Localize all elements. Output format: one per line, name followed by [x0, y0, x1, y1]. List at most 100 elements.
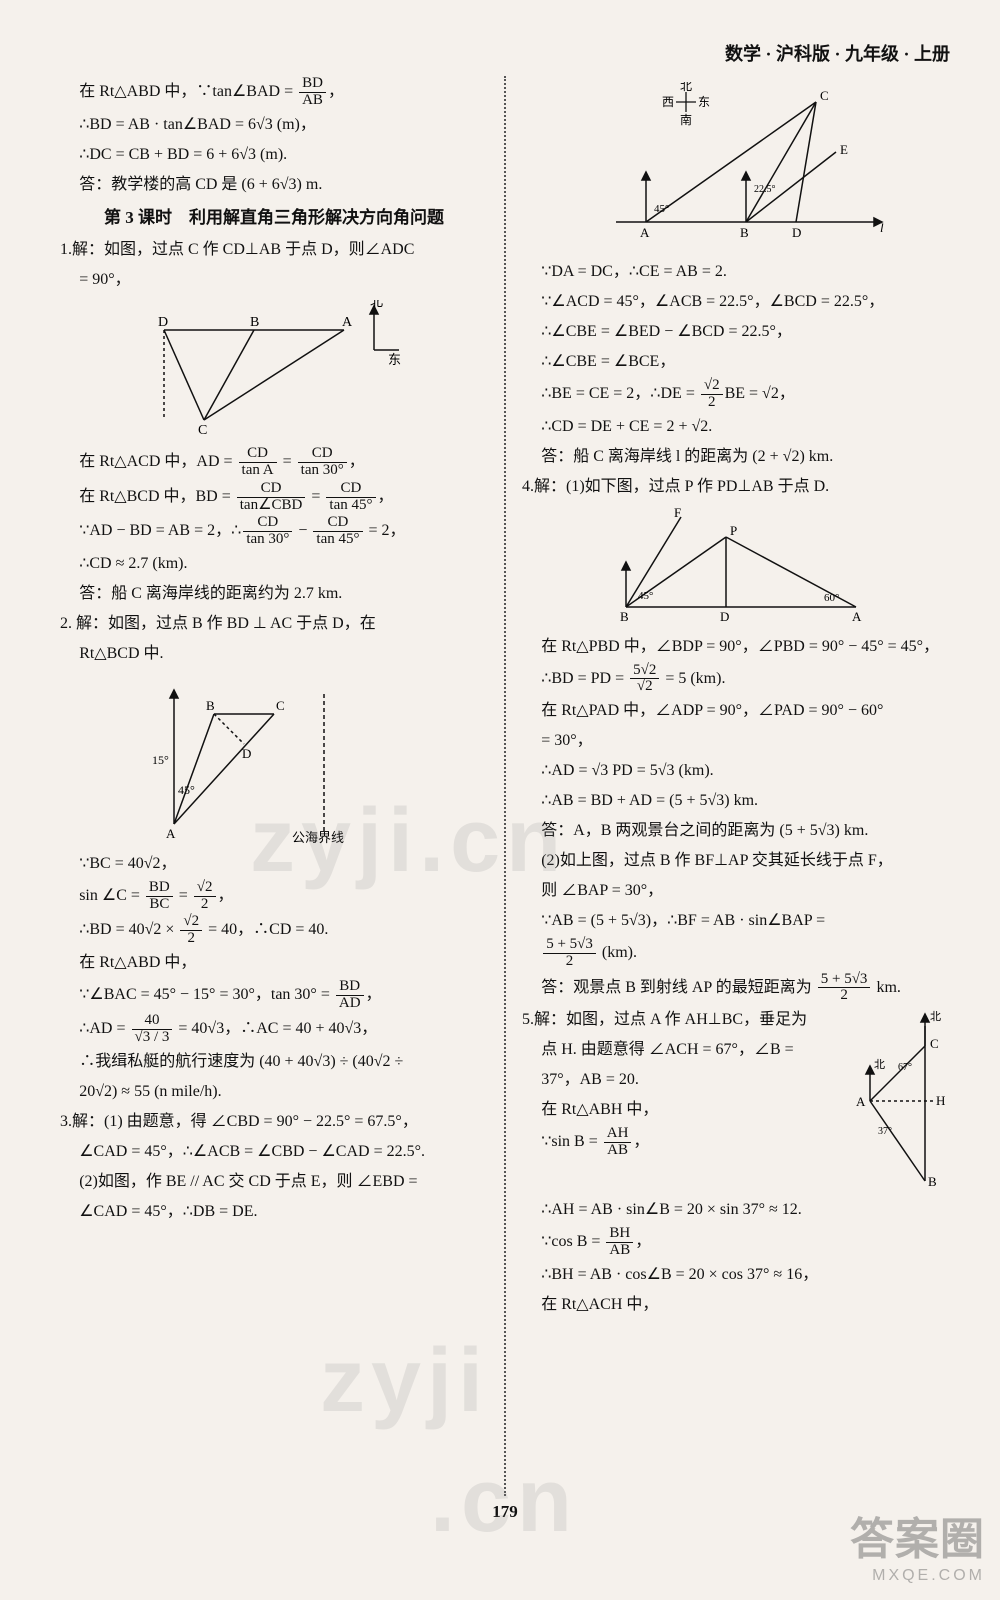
geometry-figure: 北 东 西 南 A B D C E 45° 22.5° l	[576, 82, 896, 252]
text: ∴BE = CE = 2，∴DE =	[541, 385, 699, 402]
label: E	[840, 142, 848, 157]
right-column: 北 东 西 南 A B D C E 45° 22.5° l ∵DA = DC，∴…	[522, 76, 950, 1496]
label: H	[936, 1093, 945, 1108]
numerator: CD	[313, 515, 362, 532]
numerator: BD	[299, 76, 326, 93]
text: −	[294, 522, 311, 539]
line: sin ∠C = BDBC = √22，	[60, 880, 488, 913]
label-north: 北	[370, 300, 383, 309]
label: B	[250, 315, 259, 330]
numerator: CD	[298, 446, 347, 463]
label: C	[930, 1036, 939, 1051]
line: ∴BH = AB · cos∠B = 20 × cos 37° ≈ 16，	[522, 1261, 950, 1289]
line: 答：A，B 两观景台之间的距离为 (5 + 5√3) km.	[522, 817, 950, 845]
numerator: BD	[336, 979, 364, 996]
text: = 40√3，∴AC = 40 + 40√3，	[174, 1020, 377, 1037]
text: ∴BD = 40√2 ×	[79, 921, 178, 938]
line: 20√2) ≈ 55 (n mile/h).	[60, 1078, 488, 1106]
geometry-figure: 北 东 D B A C	[144, 300, 404, 440]
line: 答：观景点 B 到射线 AP 的最短距离为 5 + 5√32 km.	[522, 972, 950, 1005]
numerator: CD	[239, 446, 277, 463]
q5-row: 5.解：如图，过点 A 作 AH⊥BC，垂足为 点 H. 由题意得 ∠ACH =…	[522, 1006, 950, 1196]
numerator: √2	[194, 880, 216, 897]
numerator: BH	[606, 1226, 633, 1243]
fraction: √22	[180, 914, 202, 947]
label: A	[640, 225, 650, 240]
line: ∴∠CBE = ∠BCE，	[522, 348, 950, 376]
line: ∴AD = 40√3 / 3 = 40√3，∴AC = 40 + 40√3，	[60, 1013, 488, 1046]
numerator: AH	[604, 1126, 632, 1143]
line: 答：教学楼的高 CD 是 (6 + 6√3) m.	[60, 171, 488, 199]
line: ∵AB = (5 + 5√3)，∴BF = AB · sin∠BAP =	[522, 907, 950, 935]
denominator: tan∠CBD	[237, 498, 306, 514]
line: ∴AD = √3 PD = 5√3 (km).	[522, 757, 950, 785]
numerator: 40	[132, 1013, 173, 1030]
fraction: CDtan∠CBD	[237, 481, 306, 514]
text: 答：观景点 B 到射线 AP 的最短距离为	[541, 978, 816, 995]
denominator: tan 30°	[243, 532, 292, 548]
logo-text: 答案圈	[850, 1503, 985, 1567]
label: P	[730, 523, 737, 538]
numerator: 5 + 5√3	[818, 972, 871, 989]
text: ，	[366, 986, 382, 1003]
numerator: 5√2	[630, 663, 659, 680]
denominator: √3 / 3	[132, 1030, 173, 1046]
denominator: tan A	[239, 463, 277, 479]
fraction: BDAB	[299, 76, 326, 109]
fraction: BDAD	[336, 979, 364, 1012]
line: ∴AB = BD + AD = (5 + 5√3) km.	[522, 787, 950, 815]
geometry-figure: B C D A 15° 45° 公海界线	[124, 674, 424, 844]
line: 3.解：(1) 由题意，得 ∠CBD = 90° − 22.5° = 67.5°…	[60, 1108, 488, 1136]
line: ∴我缉私艇的航行速度为 (40 + 40√3) ÷ (40√2 ÷	[60, 1048, 488, 1076]
left-column: 在 Rt△ABD 中，∵tan∠BAD = BDAB， ∴BD = AB · t…	[60, 76, 488, 1496]
line: 在 Rt△PAD 中，∠ADP = 90°，∠PAD = 90° − 60°	[522, 697, 950, 725]
label: C	[198, 423, 207, 438]
line: 则 ∠BAP = 30°，	[522, 877, 950, 905]
label: A	[856, 1094, 866, 1109]
label-north: 北	[930, 1010, 941, 1023]
label: A	[342, 315, 353, 330]
label: B	[620, 609, 629, 624]
denominator: AB	[299, 93, 326, 109]
line: 5.解：如图，过点 A 作 AH⊥BC，垂足为	[522, 1006, 834, 1034]
line: Rt△BCD 中.	[60, 640, 488, 668]
page: 数学 · 沪科版 · 九年级 · 上册 在 Rt△ABD 中，∵tan∠BAD …	[0, 0, 1000, 1600]
text: ∵sin B =	[541, 1133, 602, 1150]
line: ∴BD = AB · tan∠BAD = 6√3 (m)，	[60, 111, 488, 139]
line: 4.解：(1)如下图，过点 P 作 PD⊥AB 于点 D.	[522, 473, 950, 501]
line: ∵AD − BD = AB = 2，∴CDtan 30° − CDtan 45°…	[60, 515, 488, 548]
text: ∴AD =	[79, 1020, 129, 1037]
text: ∴BD = PD =	[541, 669, 628, 686]
label-sea: 公海界线	[292, 830, 344, 844]
numerator: CD	[326, 481, 375, 498]
denominator: AB	[604, 1143, 632, 1159]
label: B	[206, 698, 215, 713]
label-east: 东	[698, 95, 710, 109]
angle-label: 15°	[152, 753, 169, 767]
denominator: 2	[818, 988, 871, 1004]
geometry-figure: B D A P F 45° 60°	[586, 507, 886, 627]
text: ，	[633, 1133, 649, 1150]
label: l	[880, 220, 884, 235]
column-divider	[504, 76, 506, 1496]
line: ∴CD ≈ 2.7 (km).	[60, 550, 488, 578]
text: ∵AD − BD = AB = 2，∴	[79, 522, 241, 539]
page-header: 数学 · 沪科版 · 九年级 · 上册	[60, 40, 950, 66]
text: 在 Rt△ACD 中，AD =	[79, 453, 236, 470]
label: A	[852, 609, 862, 624]
angle-label: 45°	[638, 590, 653, 602]
fraction: 40√3 / 3	[132, 1013, 173, 1046]
denominator: 2	[194, 897, 216, 913]
denominator: 2	[180, 931, 202, 947]
text: km.	[872, 978, 900, 995]
line: ∴∠CBE = ∠BED − ∠BCD = 22.5°，	[522, 318, 950, 346]
label: C	[820, 88, 829, 103]
label-north: 北	[874, 1058, 885, 1071]
angle-label: 45°	[178, 783, 195, 797]
fraction: CDtan 45°	[313, 515, 362, 548]
text: =	[175, 887, 192, 904]
angle-label: 60°	[824, 592, 839, 604]
numerator: CD	[243, 515, 292, 532]
line: ∴BE = CE = 2，∴DE = √22BE = √2，	[522, 378, 950, 411]
fraction: BHAB	[606, 1226, 633, 1259]
